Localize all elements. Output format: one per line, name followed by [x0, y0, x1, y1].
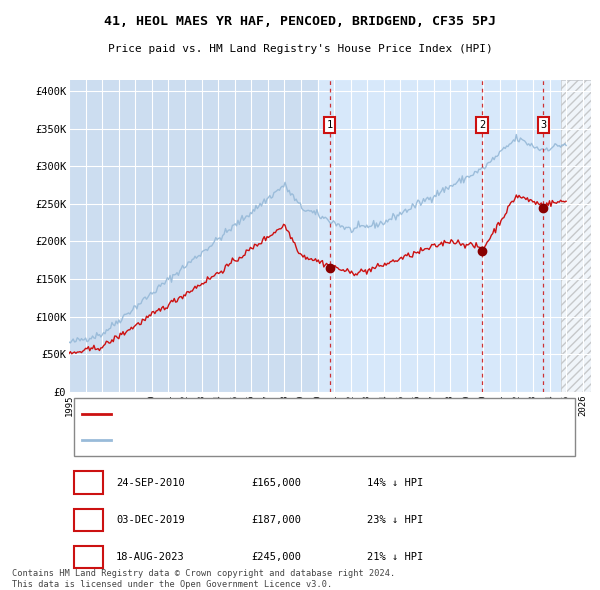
- Text: Price paid vs. HM Land Registry's House Price Index (HPI): Price paid vs. HM Land Registry's House …: [107, 44, 493, 54]
- Text: 03-DEC-2019: 03-DEC-2019: [116, 514, 185, 525]
- FancyBboxPatch shape: [74, 398, 575, 456]
- Text: £187,000: £187,000: [252, 514, 302, 525]
- Text: 1: 1: [85, 478, 92, 488]
- Text: £245,000: £245,000: [252, 552, 302, 562]
- Text: HPI: Average price, detached house, Bridgend: HPI: Average price, detached house, Brid…: [119, 436, 371, 445]
- Bar: [560, 80, 591, 392]
- Text: 24-SEP-2010: 24-SEP-2010: [116, 478, 185, 488]
- Text: 1: 1: [326, 120, 333, 130]
- FancyBboxPatch shape: [74, 546, 103, 568]
- Text: 21% ↓ HPI: 21% ↓ HPI: [367, 552, 423, 562]
- Text: 41, HEOL MAES YR HAF, PENCOED, BRIDGEND, CF35 5PJ (detached house): 41, HEOL MAES YR HAF, PENCOED, BRIDGEND,…: [119, 409, 498, 418]
- Bar: [317, 80, 560, 392]
- Text: £165,000: £165,000: [252, 478, 302, 488]
- FancyBboxPatch shape: [74, 509, 103, 531]
- FancyBboxPatch shape: [74, 471, 103, 494]
- Text: 14% ↓ HPI: 14% ↓ HPI: [367, 478, 423, 488]
- Text: 2: 2: [479, 120, 485, 130]
- Text: 3: 3: [541, 120, 547, 130]
- Text: Contains HM Land Registry data © Crown copyright and database right 2024.
This d: Contains HM Land Registry data © Crown c…: [12, 569, 395, 589]
- Text: 41, HEOL MAES YR HAF, PENCOED, BRIDGEND, CF35 5PJ: 41, HEOL MAES YR HAF, PENCOED, BRIDGEND,…: [104, 15, 496, 28]
- Text: 2: 2: [85, 514, 92, 525]
- Text: 23% ↓ HPI: 23% ↓ HPI: [367, 514, 423, 525]
- Text: 18-AUG-2023: 18-AUG-2023: [116, 552, 185, 562]
- Text: 3: 3: [85, 552, 92, 562]
